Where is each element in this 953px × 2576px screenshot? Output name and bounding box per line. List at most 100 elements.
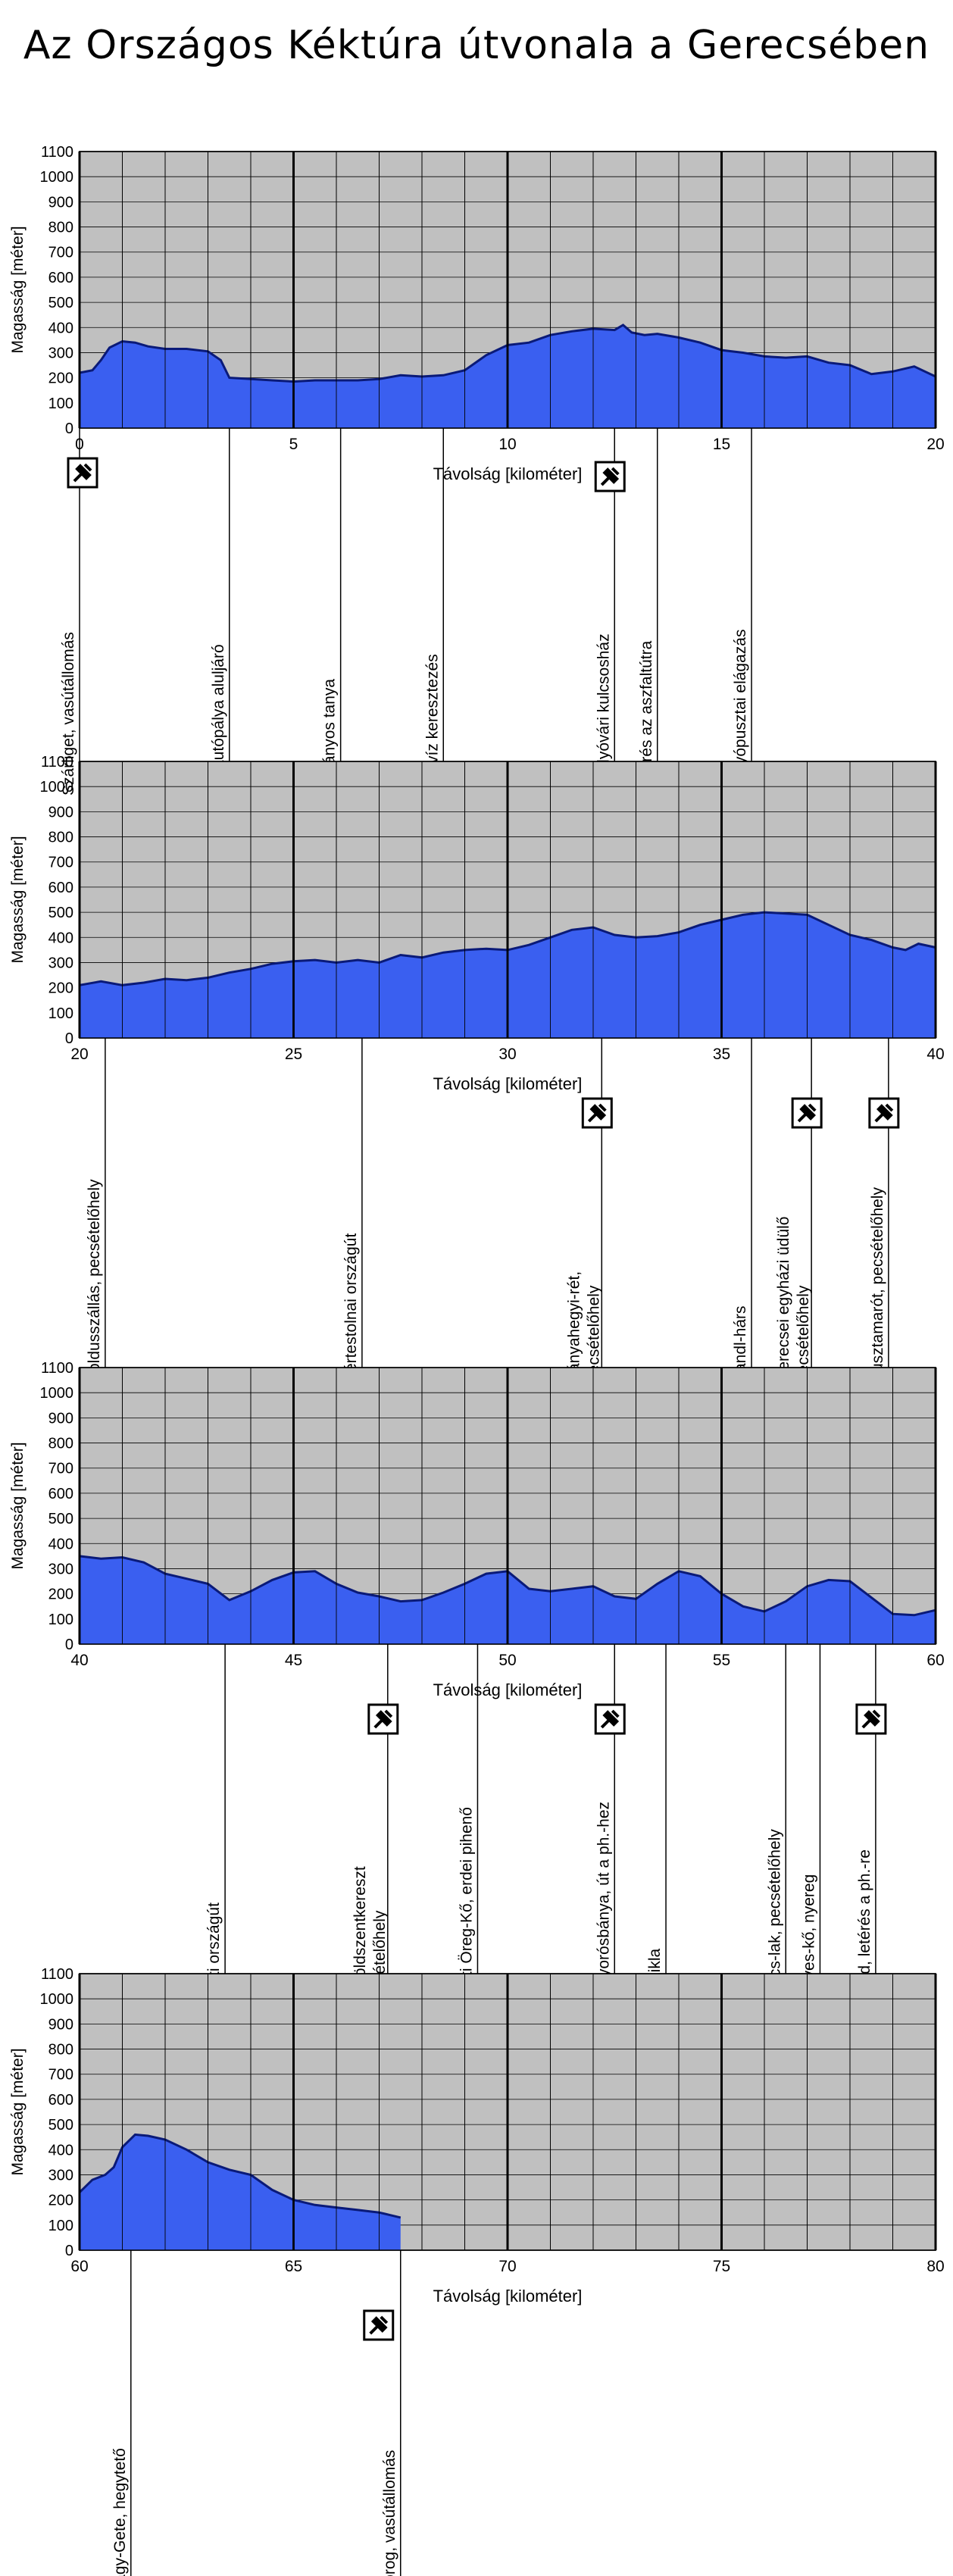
y-tick-label: 0 [65, 2243, 73, 2259]
y-tick-label: 500 [48, 295, 73, 311]
x-tick-label: 15 [713, 436, 730, 453]
waypoint-label: Vértestolnai országút [342, 1233, 360, 1383]
y-tick-label: 900 [48, 804, 73, 821]
y-tick-label: 0 [65, 420, 73, 437]
y-tick-label: 600 [48, 1486, 73, 1502]
stamp-icon [868, 1097, 900, 1129]
stamp-icon-glyph [373, 1709, 393, 1729]
stamp-icon [594, 461, 626, 492]
page-title: Az Országos Kéktúra útvonala a Gerecsébe… [23, 23, 930, 68]
y-tick-label: 600 [48, 270, 73, 286]
stamp-icon [594, 1703, 626, 1735]
y-tick-label: 400 [48, 320, 73, 336]
y-tick-label: 200 [48, 980, 73, 997]
waypoint-label: Tokod, letérés a ph.-re [856, 1849, 873, 2008]
waypoint-label: M1 autópálya aluljáró [210, 644, 227, 796]
stamp-icon-frame [594, 1703, 626, 1735]
x-tick-label: 10 [498, 436, 516, 453]
x-tick-label: 5 [289, 436, 298, 453]
y-tick-label: 500 [48, 2117, 73, 2134]
stamp-icon-glyph [73, 463, 92, 483]
y-tick-label: 1000 [40, 779, 74, 796]
y-axis-title: Magasság [méter] [9, 1442, 27, 1569]
y-tick-label: 700 [48, 2067, 73, 2084]
waypoint-label: Tornyópusztai elágazás [732, 630, 749, 796]
stamp-icon-glyph [587, 1103, 607, 1123]
y-tick-label: 1000 [40, 169, 74, 186]
waypoint-label: Nagy-Gete, hegytető [111, 2448, 129, 2576]
plot-border [79, 151, 936, 429]
x-tick-label: 70 [498, 2258, 516, 2275]
y-tick-label: 800 [48, 220, 73, 236]
waypoint-label-line: Péliföldszentkereszt [352, 1866, 369, 2008]
waypoint-label: Bajóti Öreg-Kő, erdei pihenő [458, 1807, 475, 2008]
x-tick-label: 65 [285, 2258, 302, 2275]
y-tick-label: 100 [48, 1612, 73, 1628]
chart-panel-4: 0 100 200 300 400 500 600 700 800 900 1000 1100 60 65… [9, 1966, 945, 2576]
stamp-icon-frame [855, 1703, 887, 1735]
x-tick-label: 30 [498, 1046, 516, 1063]
y-tick-label: 700 [48, 245, 73, 261]
stamp-icon [581, 1097, 613, 1129]
x-axis-title: Távolság [kilométer] [433, 464, 583, 483]
stamp-icon [855, 1703, 887, 1735]
chart-panel-1: 0100200300400500600700800900100011000510… [9, 144, 945, 807]
y-tick-label: 1000 [40, 1385, 74, 1402]
y-tick-label: 500 [48, 1511, 73, 1527]
elevation-line [79, 911, 936, 986]
y-tick-label: 800 [48, 2042, 73, 2059]
y-tick-label: 400 [48, 2142, 73, 2159]
waypoint-label: Somlyóvári kulcsosház [595, 633, 612, 796]
y-tick-label: 200 [48, 2193, 73, 2209]
stamp-icon [367, 1703, 399, 1735]
y-tick-label: 1000 [40, 1991, 74, 2008]
x-tick-label: 25 [285, 1046, 302, 1063]
waypoint-label-line: Bányahegyi-rét, [565, 1271, 583, 1383]
plot-border [79, 1973, 936, 2251]
y-tick-label: 900 [48, 2016, 73, 2033]
waypoint-label: Szárliget, vasútállomás [60, 632, 77, 796]
y-tick-label: 800 [48, 830, 73, 846]
waypoint-label: Ráterés az aszfaltútra [638, 640, 655, 796]
waypoint-label: Pusztamarót, pecsételőhely [869, 1187, 886, 1383]
y-tick-label: 200 [48, 370, 73, 387]
y-tick-label: 1100 [41, 144, 73, 161]
y-tick-label: 900 [48, 1410, 73, 1427]
x-axis-title: Távolság [kilométer] [433, 2287, 583, 2306]
y-tick-label: 300 [48, 345, 73, 361]
y-tick-label: 600 [48, 880, 73, 896]
stamp-icon-glyph [600, 467, 620, 486]
waypoint-label: Kavics-lak, pecsételőhely [766, 1829, 783, 2008]
stamp-icon-frame [67, 457, 98, 489]
waypoint-label-line: Gerecsei egyházi üdülő [775, 1217, 792, 1383]
x-tick-label: 75 [713, 2258, 730, 2275]
chart-panel-2: 0 100 200 300 400 500 600 700 800 900 1000 1100 20 25… [9, 754, 945, 1394]
stamp-icon-glyph [600, 1709, 620, 1729]
y-tick-label: 0 [65, 1030, 73, 1047]
waypoint-label-line: pecsételőhely [795, 1285, 812, 1383]
y-tick-label: 800 [48, 1436, 73, 1452]
y-tick-label: 100 [48, 395, 73, 412]
x-tick-label: 40 [926, 1046, 944, 1063]
x-tick-label: 40 [70, 1652, 88, 1669]
stamp-icon-glyph [369, 2315, 389, 2335]
x-tick-label: 35 [713, 1046, 730, 1063]
y-tick-label: 1100 [41, 1966, 73, 1983]
x-tick-label: 20 [70, 1046, 88, 1063]
x-tick-label: 80 [926, 2258, 944, 2275]
waypoint-label: Váli-víz keresztezés [423, 654, 441, 796]
y-tick-label: 700 [48, 1461, 73, 1477]
x-axis-title: Távolság [kilométer] [433, 1074, 583, 1093]
waypoint-label: Dorog, vasútállomás [381, 2450, 398, 2576]
stamp-icon-glyph [861, 1709, 881, 1729]
y-tick-label: 300 [48, 1561, 73, 1577]
y-tick-label: 100 [48, 1005, 73, 1022]
x-tick-label: 20 [926, 436, 944, 453]
waypoint-label-line: pecsételőhely [585, 1285, 602, 1383]
y-tick-label: 1100 [41, 1360, 73, 1377]
y-tick-label: 600 [48, 2092, 73, 2109]
stamp-icon-glyph [874, 1103, 894, 1123]
x-tick-label: 45 [285, 1652, 302, 1669]
x-axis-title: Távolság [kilométer] [433, 1680, 583, 1699]
stamp-icon [363, 2309, 395, 2341]
